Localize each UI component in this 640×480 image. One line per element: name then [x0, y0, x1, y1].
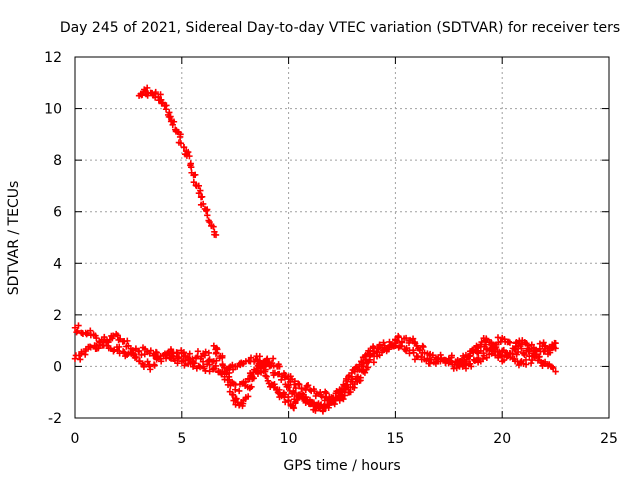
- y-tick-label: 4: [53, 256, 62, 272]
- data-series: [71, 84, 559, 415]
- y-tick-label: 2: [53, 308, 62, 324]
- y-axis-label: SDTVAR / TECUs: [6, 181, 22, 296]
- x-tick-label: 10: [280, 431, 298, 447]
- y-tick-label: 12: [44, 50, 62, 66]
- series-track-c: [210, 342, 378, 415]
- x-tick-label: 25: [600, 431, 618, 447]
- y-axis-ticks: -2 0 2 4 6 8 10 12: [44, 50, 609, 427]
- x-axis-ticks: 0 5 10 15 20 25: [71, 57, 618, 447]
- x-tick-label: 5: [177, 431, 186, 447]
- chart-title: Day 245 of 2021, Sidereal Day-to-day VTE…: [60, 20, 620, 36]
- x-tick-label: 0: [71, 431, 80, 447]
- series-high-arc: [135, 84, 220, 239]
- y-tick-label: 6: [53, 205, 62, 221]
- grid-lines: [75, 57, 609, 418]
- y-tick-label: 8: [53, 153, 62, 169]
- x-axis-label: GPS time / hours: [283, 458, 400, 474]
- series-markers: [212, 343, 377, 415]
- series-markers: [456, 334, 557, 372]
- series-track-d: [456, 334, 559, 375]
- y-tick-label: -2: [48, 411, 62, 427]
- y-tick-label: 0: [53, 359, 62, 375]
- y-tick-label: 10: [44, 102, 62, 118]
- x-tick-label: 15: [386, 431, 404, 447]
- series-markers: [137, 84, 218, 238]
- data-point: [552, 368, 559, 375]
- x-tick-label: 20: [493, 431, 511, 447]
- plot-frame: [74, 56, 610, 419]
